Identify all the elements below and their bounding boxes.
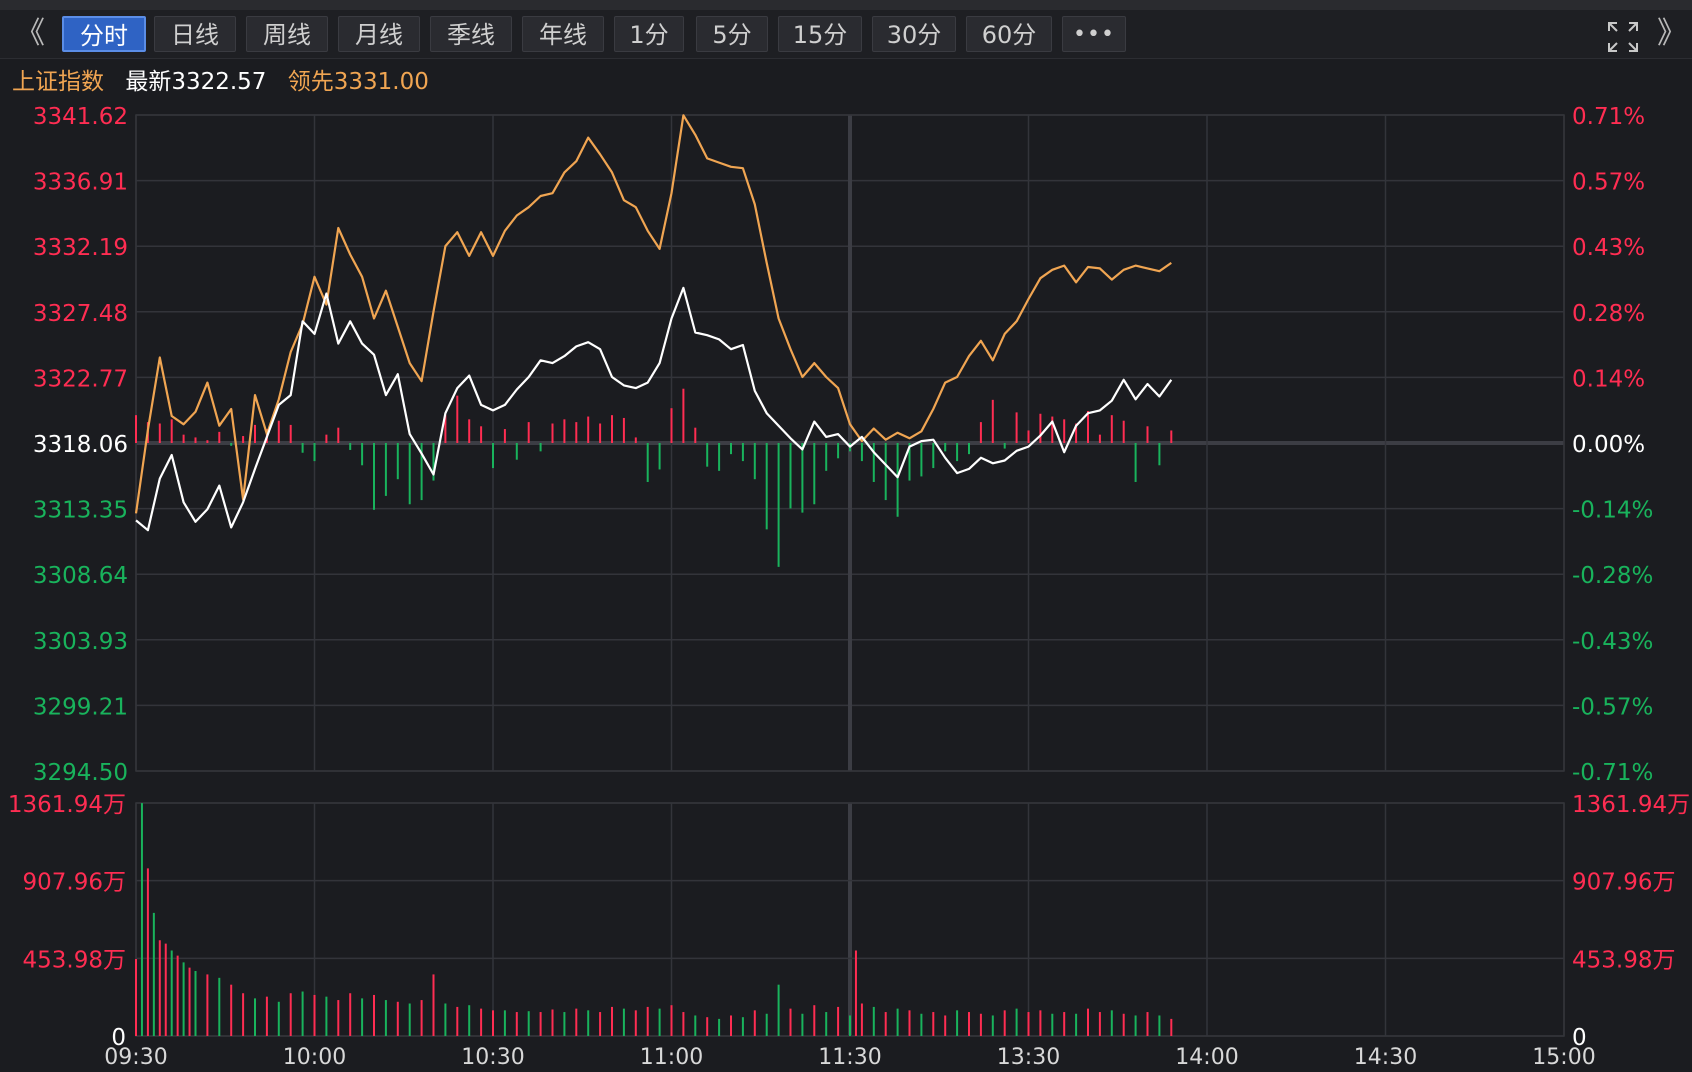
volume-tick-label-right: 1361.94万	[1572, 792, 1690, 818]
y-tick-label-left: 3308.64	[33, 563, 128, 589]
x-tick-label: 14:00	[1175, 1045, 1238, 1070]
tab-monthly[interactable]: 月线	[338, 16, 420, 52]
y-tick-label-right: 0.43%	[1572, 235, 1645, 261]
y-tick-label-right: -0.57%	[1572, 694, 1653, 720]
x-tick-label: 13:30	[997, 1045, 1060, 1070]
volume-tick-label-right: 0	[1572, 1025, 1587, 1051]
y-tick-label-right: -0.28%	[1572, 563, 1653, 589]
volume-bars	[135, 803, 1173, 1036]
volume-tick-label-left: 1361.94万	[8, 792, 126, 818]
y-tick-label-left: 3303.93	[33, 629, 128, 655]
x-tick-label: 11:00	[640, 1045, 703, 1070]
y-tick-label-left: 3332.19	[33, 235, 128, 261]
x-tick-label: 11:30	[818, 1045, 881, 1070]
tab-15min[interactable]: 15分	[778, 16, 862, 52]
tab-5min[interactable]: 5分	[696, 16, 768, 52]
volume-tick-label-left: 0	[111, 1025, 126, 1051]
y-tick-label-left: 3336.91	[33, 170, 128, 196]
price-lines	[134, 114, 1173, 532]
volume-tick-label-right: 907.96万	[1572, 870, 1675, 896]
top-border	[0, 0, 1692, 10]
volume-tick-label-left: 453.98万	[23, 947, 126, 973]
y-tick-label-right: -0.14%	[1572, 498, 1653, 524]
chart-header: 上证指数 最新3322.57 领先3331.00	[12, 64, 443, 100]
x-tick-label: 09:30	[104, 1045, 167, 1070]
expand-right-arrow-icon[interactable]: 》	[1657, 16, 1687, 51]
leading-price: 领先3331.00	[287, 69, 429, 95]
tab-1min[interactable]: 1分	[614, 16, 684, 52]
price-line	[135, 286, 1173, 532]
tab-weekly[interactable]: 周线	[246, 16, 328, 52]
y-tick-label-left: 3341.62	[33, 104, 128, 130]
axis-labels: 3341.62 0.71% 3336.91 0.57% 3332.19 0.43% 3327…	[8, 104, 1690, 1070]
tab-30min[interactable]: 30分	[872, 16, 956, 52]
y-tick-label-left: 3313.35	[33, 498, 128, 524]
fullscreen-icon[interactable]	[1606, 20, 1640, 54]
tab-intraday[interactable]: 分时	[62, 16, 146, 52]
y-tick-label-right: 0.71%	[1572, 104, 1645, 130]
y-tick-label-left: 3294.50	[33, 760, 128, 786]
x-tick-label: 10:30	[461, 1045, 524, 1070]
volume-tick-label-left: 907.96万	[23, 870, 126, 896]
volume-tick-label-right: 453.98万	[1572, 947, 1675, 973]
index-name: 上证指数	[12, 69, 104, 95]
leading-index-line	[134, 114, 1172, 514]
x-tick-label: 15:00	[1532, 1045, 1595, 1070]
more-periods-button[interactable]: •••	[1062, 16, 1126, 52]
period-toolbar: 《 分时 日线 周线 月线 季线 年线 1分 5分 15分 30分 60分 ••…	[0, 10, 1692, 59]
tab-yearly[interactable]: 年线	[522, 16, 604, 52]
y-tick-label-left: 3322.77	[33, 366, 128, 392]
y-tick-label-left: 3327.48	[33, 301, 128, 327]
y-tick-label-right: 0.00%	[1572, 432, 1645, 458]
y-tick-label-right: 0.14%	[1572, 366, 1645, 392]
tab-60min[interactable]: 60分	[966, 16, 1052, 52]
y-tick-label-right: -0.71%	[1572, 760, 1653, 786]
collapse-left-arrow-icon[interactable]: 《	[15, 16, 45, 51]
y-tick-label-left: 3299.21	[33, 694, 128, 720]
x-tick-label: 10:00	[283, 1045, 346, 1070]
change-bars	[135, 388, 1173, 567]
tab-quarterly[interactable]: 季线	[430, 16, 512, 52]
latest-price: 最新3322.57	[125, 69, 267, 95]
tab-daily[interactable]: 日线	[154, 16, 236, 52]
x-tick-label: 14:30	[1354, 1045, 1417, 1070]
y-tick-label-right: 0.28%	[1572, 301, 1645, 327]
y-tick-label-right: -0.43%	[1572, 629, 1653, 655]
y-tick-label-left: 3318.06	[33, 432, 128, 458]
y-tick-label-right: 0.57%	[1572, 170, 1645, 196]
